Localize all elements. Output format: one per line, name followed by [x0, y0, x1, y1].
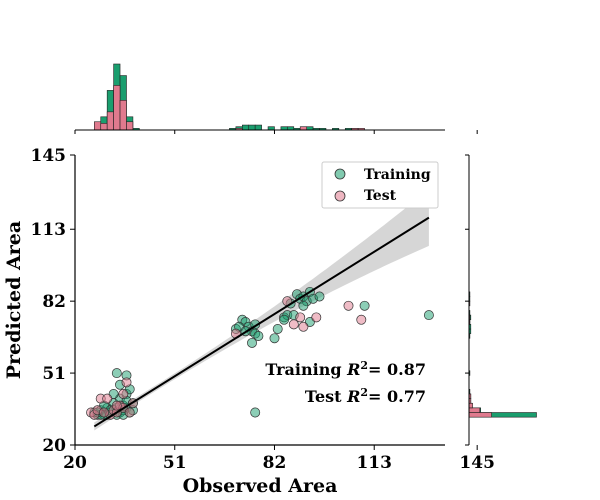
legend-label-test: Test [364, 188, 397, 204]
test-point [111, 400, 122, 411]
x-tick-label: 113 [356, 453, 392, 473]
right-hist-bar-test [468, 402, 473, 409]
training-point [253, 331, 264, 341]
test-r2-value: 0.77 [387, 387, 426, 406]
y-axis-title: Predicted Area [3, 221, 25, 379]
test-point [343, 300, 354, 311]
test-point [288, 319, 299, 330]
top-hist-bar-test [126, 121, 134, 131]
test-point [356, 314, 367, 325]
regression-line-group [93, 216, 430, 428]
training-point [250, 407, 261, 418]
test-point [118, 389, 129, 399]
legend-label-training: Training [364, 167, 431, 183]
test-point [102, 393, 113, 404]
top-hist-bar-test [113, 85, 121, 131]
legend-marker-training [334, 168, 346, 180]
training-r2-value: 0.87 [387, 360, 426, 379]
test-point [121, 377, 132, 388]
top-hist-bar-training [254, 124, 262, 131]
training-point [269, 333, 280, 344]
y-tick-label: 145 [31, 146, 67, 166]
legend-box [321, 161, 439, 209]
test-point [99, 407, 109, 418]
y-tick-label: 51 [42, 364, 66, 384]
top-hist-bar-test [94, 121, 102, 131]
test-point [295, 312, 306, 323]
y-ticks: 20 51 82 113 145 [31, 146, 469, 456]
top-hist-bar-training [242, 124, 250, 131]
test-point [124, 407, 135, 418]
top-marginal-histogram [94, 63, 365, 131]
training-point [298, 300, 309, 311]
x-tick-label: 20 [63, 453, 87, 473]
training-point [272, 324, 283, 334]
top-hist-bar-test [100, 123, 108, 131]
training-r2-annotation: Training R2= 0.87 [265, 359, 426, 379]
training-point [111, 368, 122, 379]
legend: Training Test [321, 161, 439, 209]
x-ticks: 20 51 82 113 145 [63, 130, 495, 473]
top-hist-bar-training [248, 124, 256, 131]
training-point [247, 337, 257, 348]
training-point [423, 310, 434, 321]
training-point [279, 314, 290, 325]
test-point [298, 321, 309, 332]
legend-marker-test [334, 190, 346, 202]
test-r2-annotation: Test R2= 0.77 [305, 386, 426, 406]
right-marginal-histogram [468, 291, 537, 418]
regression-line [93, 216, 430, 428]
top-hist-bar-test [106, 111, 114, 131]
y-tick-label: 20 [42, 436, 66, 456]
y-tick-label: 82 [42, 292, 66, 312]
x-axis-title: Observed Area [183, 475, 338, 497]
x-tick-label: 145 [459, 453, 495, 473]
x-tick-label: 82 [263, 453, 287, 473]
top-hist-bar-test [119, 100, 127, 131]
test-point [311, 312, 322, 323]
x-tick-label: 51 [163, 453, 187, 473]
right-hist-bar-test [468, 407, 481, 413]
training-point [359, 300, 370, 311]
y-tick-label: 113 [31, 220, 67, 240]
right-hist-bar-test [468, 412, 492, 418]
training-point [314, 291, 325, 302]
